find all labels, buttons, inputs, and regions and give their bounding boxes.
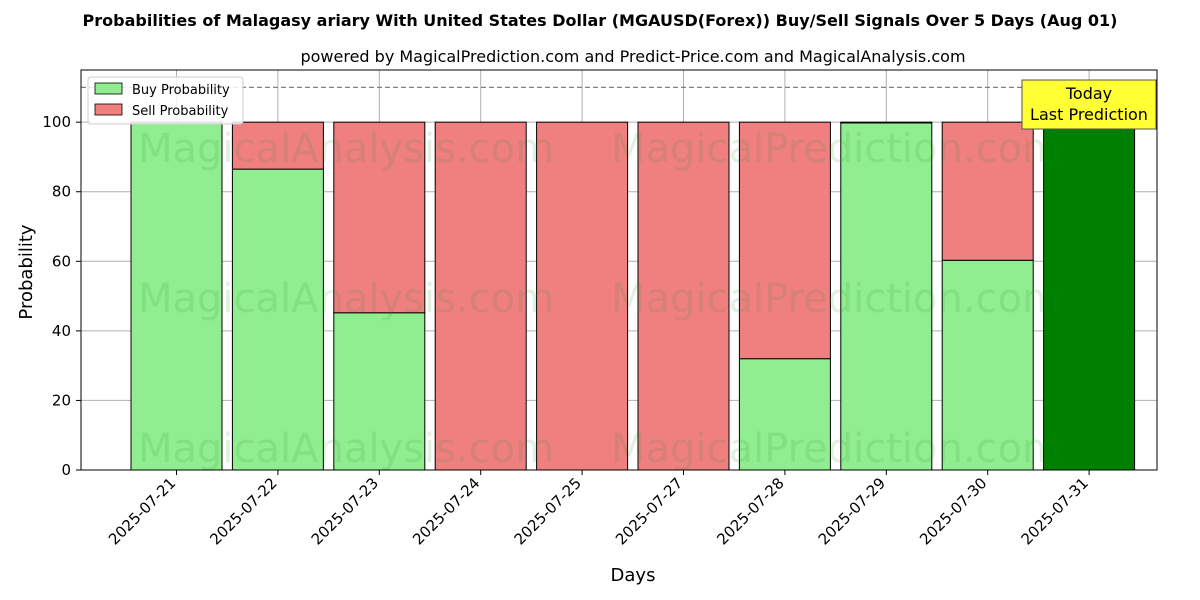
- legend-swatch-buy: [94, 82, 123, 95]
- annotation-line2: Last Prediction: [1030, 105, 1148, 124]
- y-tick-label: 100: [42, 113, 71, 131]
- legend-label-sell: Sell Probability: [132, 104, 229, 119]
- bar-buy: [941, 259, 1034, 471]
- bar-sell: [333, 121, 426, 314]
- watermark-text: MagicalPrediction.com: [611, 426, 1061, 472]
- watermark-text: MagicalPrediction.com: [611, 276, 1061, 322]
- bar-sell: [434, 121, 527, 471]
- x-tick-label: 2025-07-25: [511, 474, 585, 548]
- bar-buy: [130, 121, 223, 471]
- chart-title: Probabilities of Malagasy ariary With Un…: [83, 11, 1118, 30]
- y-tick-label: 0: [61, 461, 71, 479]
- legend: Buy Probability Sell Probability: [87, 76, 244, 125]
- bar-sell: [941, 121, 1034, 261]
- bar-buy: [738, 358, 831, 471]
- x-axis-label: Days: [611, 565, 656, 586]
- x-tick-label: 2025-07-28: [713, 474, 787, 548]
- bar-sell: [840, 121, 933, 124]
- annotation-line1: Today: [1065, 84, 1112, 103]
- bar-sell: [231, 121, 324, 170]
- legend-box: [87, 76, 244, 125]
- x-tick-label: 2025-07-30: [916, 474, 990, 548]
- watermarks: MagicalAnalysis.com MagicalPrediction.com…: [138, 126, 1061, 472]
- y-tick-label: 20: [52, 391, 71, 409]
- bars: [130, 121, 1136, 471]
- y-ticks: 0 20 40 60 80 100: [42, 113, 81, 479]
- legend-swatch-sell: [94, 103, 123, 116]
- plot-frame: [80, 69, 1158, 471]
- bar-buy: [840, 122, 933, 471]
- watermark-text: MagicalAnalysis.com: [138, 126, 554, 172]
- watermark-text: MagicalAnalysis.com: [138, 426, 554, 472]
- x-tick-label: 2025-07-24: [409, 474, 483, 548]
- y-tick-label: 80: [52, 183, 71, 201]
- y-tick-label: 60: [52, 252, 71, 270]
- bar-buy: [1043, 121, 1136, 471]
- y-tick-label: 40: [52, 322, 71, 340]
- chart-subtitle: powered by MagicalPrediction.com and Pre…: [300, 47, 965, 66]
- x-tick-label: 2025-07-21: [105, 474, 179, 548]
- x-tick-label: 2025-07-31: [1018, 474, 1092, 548]
- x-tick-label: 2025-07-22: [206, 474, 280, 548]
- x-ticks: 2025-07-21 2025-07-22 2025-07-23 2025-07-24…: [105, 470, 1092, 548]
- x-tick-label: 2025-07-29: [815, 474, 889, 548]
- x-tick-label: 2025-07-23: [308, 474, 382, 548]
- watermark-text: MagicalPrediction.com: [611, 126, 1061, 172]
- watermark-text: MagicalAnalysis.com: [138, 276, 554, 322]
- bar-buy: [333, 312, 426, 471]
- bar-sell: [738, 121, 831, 360]
- annotation-box: [1021, 79, 1157, 130]
- today-annotation: Today Last Prediction: [1021, 79, 1157, 130]
- x-tick-label: 2025-07-27: [612, 474, 686, 548]
- y-axis-label: Probability: [16, 224, 37, 319]
- bar-sell: [536, 121, 629, 471]
- legend-label-buy: Buy Probability: [132, 83, 230, 98]
